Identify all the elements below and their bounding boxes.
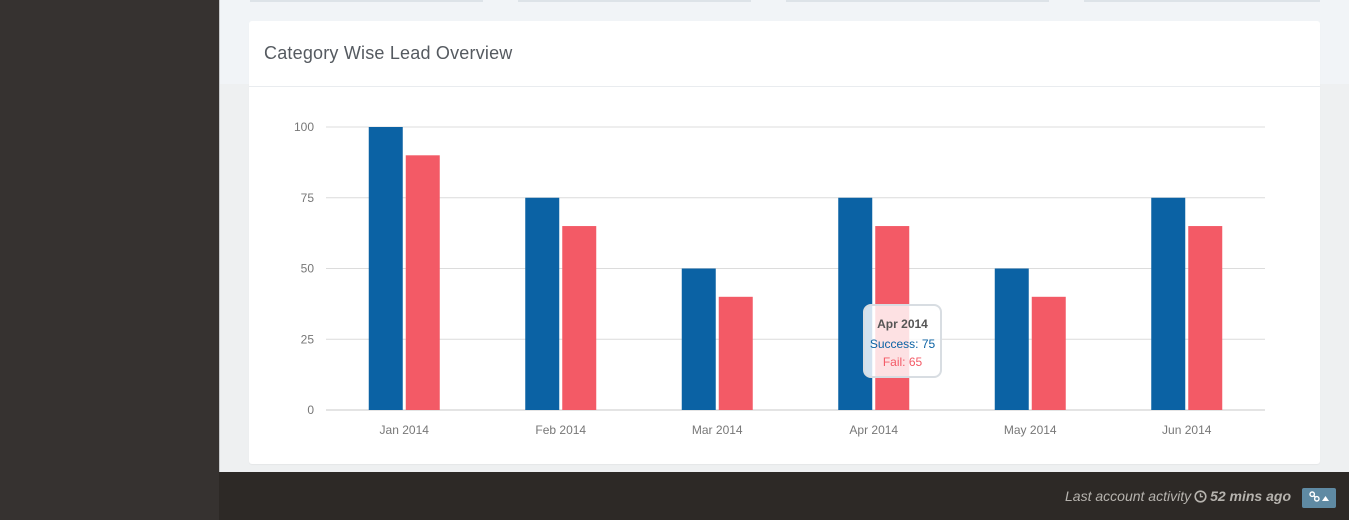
- x-tick-label: Jan 2014: [380, 423, 430, 437]
- bar-fail-may-2014[interactable]: [1031, 296, 1066, 410]
- x-tick-label: Feb 2014: [535, 423, 586, 437]
- bar-fail-jun-2014[interactable]: [1188, 226, 1223, 410]
- bar-fail-jan-2014[interactable]: [405, 155, 440, 410]
- y-tick-label: 0: [307, 403, 314, 417]
- activity-toggle-button[interactable]: [1302, 488, 1336, 508]
- panel-header: Category Wise Lead Overview: [249, 21, 1320, 87]
- bars: [368, 127, 1223, 411]
- last-activity-time: 52 mins ago: [1210, 488, 1291, 504]
- y-tick-label: 50: [301, 262, 315, 276]
- left-sidebar: [0, 0, 219, 520]
- grid-lines: [326, 126, 1265, 411]
- axis-labels: 0 25 50 75 100 Jan 2014 Feb 2014 Mar 2014 Apr 20…: [294, 120, 1212, 437]
- x-tick-label: Apr 2014: [849, 423, 898, 437]
- chart-area: 0 25 50 75 100 Jan 2014 Feb 2014 Mar 2014 Apr 20…: [249, 87, 1320, 464]
- bar-fail-mar-2014[interactable]: [718, 296, 753, 410]
- lead-overview-panel: Category Wise Lead Overview 0 25 50 75 100 Ja…: [249, 21, 1320, 464]
- bar-fail-feb-2014[interactable]: [562, 226, 597, 410]
- main-content: Category Wise Lead Overview 0 25 50 75 100 Ja…: [220, 0, 1349, 472]
- caret-up-icon: [1322, 492, 1329, 504]
- y-tick-label: 75: [301, 191, 315, 205]
- link-icon: [1309, 491, 1320, 505]
- x-tick-label: Jun 2014: [1162, 423, 1212, 437]
- chart-tooltip: Apr 2014 Success: 75 Fail: 65: [863, 304, 942, 378]
- bar-success-feb-2014[interactable]: [525, 197, 560, 410]
- panel-title: Category Wise Lead Overview: [264, 43, 513, 63]
- last-activity: Last account activity 52 mins ago: [1065, 488, 1291, 504]
- y-tick-label: 100: [294, 120, 314, 134]
- x-tick-label: May 2014: [1004, 423, 1057, 437]
- footer-bar: Last account activity 52 mins ago: [219, 472, 1349, 520]
- bar-success-jan-2014[interactable]: [368, 127, 403, 410]
- bar-success-may-2014[interactable]: [994, 268, 1029, 411]
- x-tick-label: Mar 2014: [692, 423, 743, 437]
- clock-icon: [1194, 489, 1207, 503]
- last-activity-label: Last account activity: [1065, 488, 1192, 504]
- bar-chart: 0 25 50 75 100 Jan 2014 Feb 2014 Mar 2014 Apr 20…: [294, 120, 1265, 437]
- tooltip-fail: Fail: 65: [882, 355, 923, 369]
- bar-success-jun-2014[interactable]: [1151, 197, 1186, 410]
- tooltip-title: Apr 2014: [877, 317, 928, 331]
- tooltip-success: Success: 75: [869, 337, 936, 351]
- bar-success-mar-2014[interactable]: [681, 268, 716, 411]
- y-tick-label: 25: [301, 332, 315, 346]
